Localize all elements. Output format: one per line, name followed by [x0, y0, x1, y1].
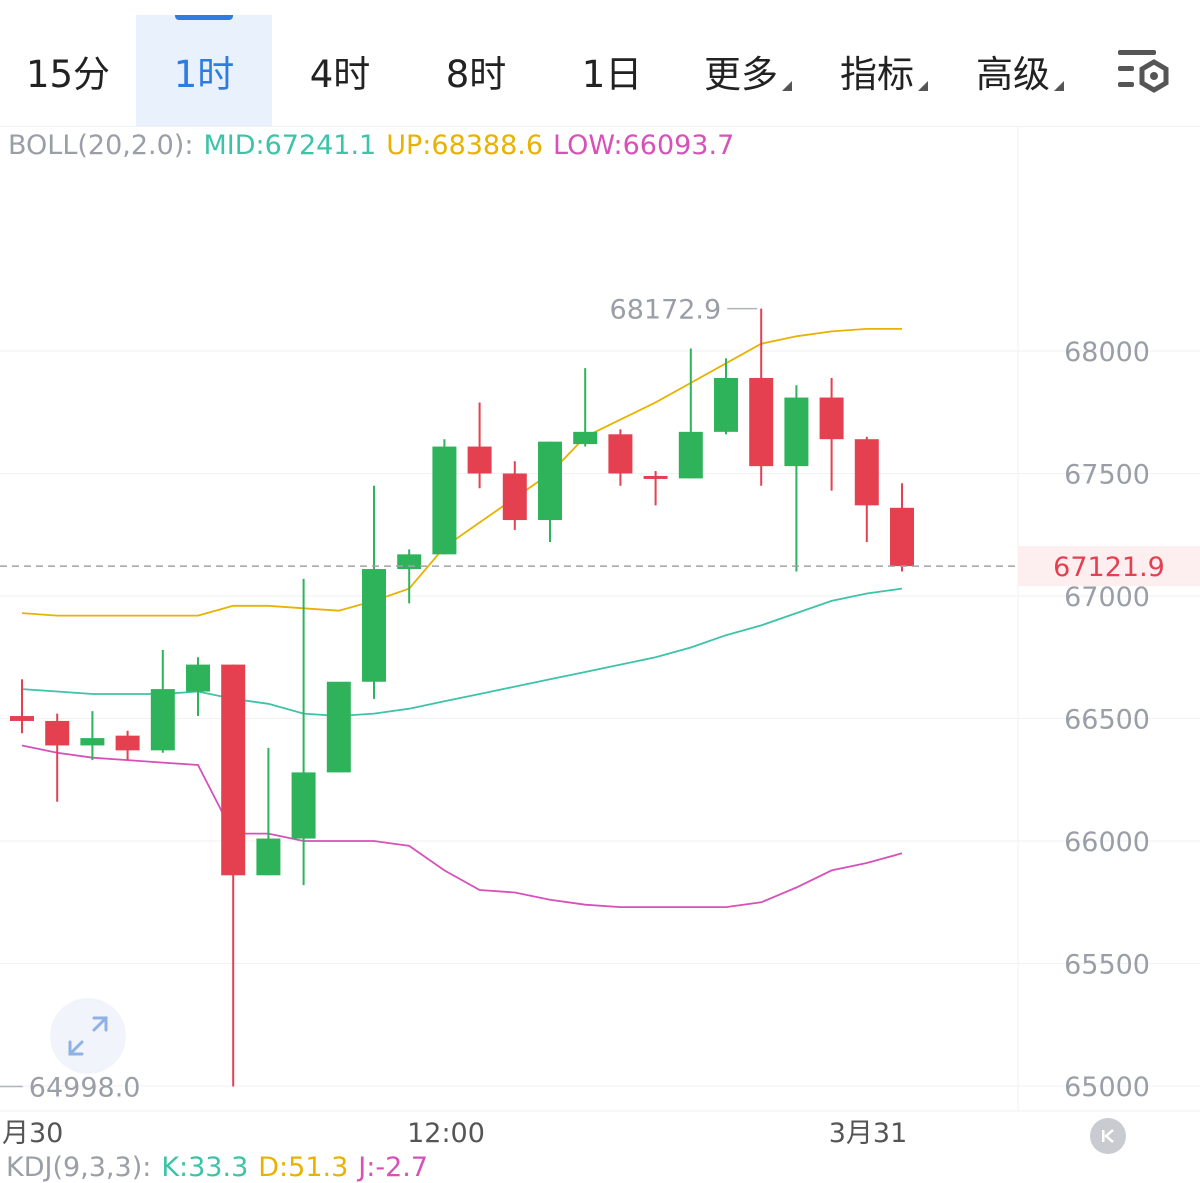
tab-8h[interactable]: 8时 — [445, 52, 507, 96]
candle — [221, 664, 246, 1087]
candle-body — [502, 473, 527, 521]
candle — [115, 730, 140, 761]
candle-body — [678, 431, 703, 479]
kdj-label: KDJ(9,3,3): — [6, 1152, 152, 1183]
candle — [890, 483, 914, 572]
candle-body — [432, 446, 457, 555]
candle-body — [45, 720, 70, 746]
candle — [326, 681, 351, 773]
candle-body — [150, 689, 175, 751]
dropdown-caret-icon — [782, 80, 792, 91]
dropdown-caret-icon — [918, 80, 928, 91]
candle-body — [608, 434, 633, 474]
x-tick-label: 12:00 — [407, 1118, 485, 1149]
candle-body — [291, 772, 316, 839]
candle-body — [186, 664, 210, 692]
candle — [678, 348, 703, 479]
candle — [432, 439, 457, 555]
candle — [291, 578, 316, 886]
candle-body — [854, 439, 879, 506]
candle — [854, 436, 879, 543]
tab-indicators[interactable]: 指标 — [816, 15, 952, 126]
candle — [467, 402, 492, 489]
candle-body — [221, 664, 246, 876]
tab-1h[interactable]: 1时 — [136, 15, 272, 126]
candle-body — [643, 475, 668, 479]
candle — [819, 377, 844, 491]
kdj-d: D:51.3 — [258, 1152, 349, 1183]
candle — [80, 711, 105, 761]
boll-mid: MID:67241.1 — [203, 130, 377, 161]
boll-upper-line — [21, 327, 902, 617]
boll-legend: BOLL(20,2.0): MID:67241.1 UP:68388.6 LOW:66… — [8, 130, 744, 161]
candle-body — [749, 377, 774, 467]
candle — [608, 429, 633, 486]
candle-body — [362, 569, 386, 682]
expand-icon[interactable] — [50, 998, 126, 1074]
candle — [714, 358, 738, 435]
candlestick-chart[interactable]: 68000 67500 67000 66500 66000 65500 65000 67121… — [0, 126, 1200, 1152]
candle-body — [256, 838, 281, 876]
current-price-label: 67121.9 — [1053, 552, 1165, 583]
dropdown-caret-icon — [1054, 80, 1064, 91]
boll-label: BOLL(20,2.0): — [8, 130, 194, 161]
current-price-tag — [1018, 546, 1200, 587]
candle-body — [714, 377, 738, 432]
candle-body — [80, 738, 105, 746]
candle — [784, 385, 809, 572]
timeframe-tabs: 15分 1时 4时 8时 1日 更多 指标 高级 — [0, 0, 1200, 127]
candle — [397, 549, 422, 604]
y-tick-label: 67000 — [1064, 582, 1150, 613]
candle-body — [326, 681, 351, 773]
candle — [538, 441, 562, 543]
boll-low: LOW:66093.7 — [553, 130, 735, 161]
tab-advanced[interactable]: 高级 — [952, 15, 1088, 126]
candle-body — [784, 397, 809, 467]
boll-lower-line — [21, 744, 903, 908]
candle-body — [538, 441, 562, 521]
candle — [186, 657, 210, 717]
candle-body — [573, 431, 598, 445]
candle — [749, 308, 774, 486]
tab-1d[interactable]: 1日 — [581, 52, 643, 96]
candle — [573, 368, 598, 447]
settings-sliders-icon[interactable] — [1116, 46, 1172, 96]
x-tick-label: 月30 — [2, 1118, 63, 1149]
candle — [150, 649, 175, 753]
y-tick-label: 67500 — [1064, 460, 1150, 491]
candle — [10, 679, 34, 734]
candle — [256, 747, 281, 876]
back-to-start-icon[interactable] — [1090, 1118, 1126, 1154]
kdj-legend: KDJ(9,3,3): K:33.3 D:51.3 J:-2.7 — [6, 1152, 438, 1183]
low-marker-label: 64998.0 — [29, 1072, 141, 1103]
candle-body — [819, 397, 844, 440]
high-marker-label: 68172.9 — [610, 295, 722, 326]
tab-4h[interactable]: 4时 — [309, 52, 371, 96]
tab-more[interactable]: 更多 — [680, 15, 816, 126]
candle — [45, 713, 70, 802]
y-tick-label: 68000 — [1064, 337, 1150, 368]
candle-body — [890, 507, 914, 567]
candle-body — [10, 716, 34, 721]
y-tick-label: 65500 — [1064, 950, 1150, 981]
candle — [643, 471, 668, 506]
boll-up: UP:68388.6 — [386, 130, 544, 161]
candle-body — [115, 735, 140, 751]
tab-15m[interactable]: 15分 — [25, 52, 111, 96]
candle-body — [397, 554, 422, 570]
candle-body — [467, 446, 492, 474]
candle — [362, 485, 386, 699]
y-tick-label: 66500 — [1064, 705, 1150, 736]
x-tick-label: 3月31 — [829, 1118, 908, 1149]
kdj-k: K:33.3 — [161, 1152, 249, 1183]
y-tick-label: 66000 — [1064, 827, 1150, 858]
kdj-j: J:-2.7 — [358, 1152, 429, 1183]
candle — [502, 461, 527, 530]
y-tick-label: 65000 — [1064, 1072, 1150, 1103]
